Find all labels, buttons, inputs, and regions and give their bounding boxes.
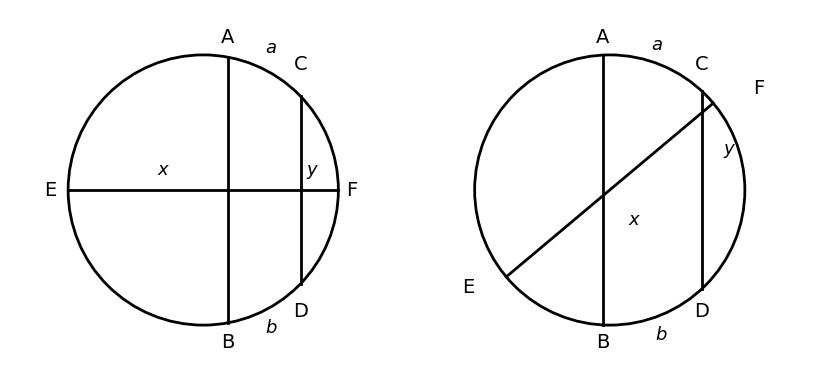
Text: a: a xyxy=(265,39,276,57)
Text: E: E xyxy=(462,278,474,297)
Text: y: y xyxy=(306,161,316,179)
Text: B: B xyxy=(221,333,234,352)
Text: b: b xyxy=(655,326,667,344)
Text: F: F xyxy=(753,79,764,98)
Text: a: a xyxy=(651,36,663,54)
Text: D: D xyxy=(694,302,709,321)
Text: A: A xyxy=(596,28,610,47)
Text: x: x xyxy=(628,211,639,229)
Text: C: C xyxy=(293,55,307,74)
Text: x: x xyxy=(158,161,168,179)
Text: b: b xyxy=(265,319,276,337)
Text: E: E xyxy=(45,180,57,200)
Text: A: A xyxy=(221,28,234,47)
Text: y: y xyxy=(724,141,734,158)
Text: D: D xyxy=(293,302,308,321)
Text: C: C xyxy=(695,55,708,74)
Text: F: F xyxy=(346,180,358,200)
Text: B: B xyxy=(596,333,610,352)
